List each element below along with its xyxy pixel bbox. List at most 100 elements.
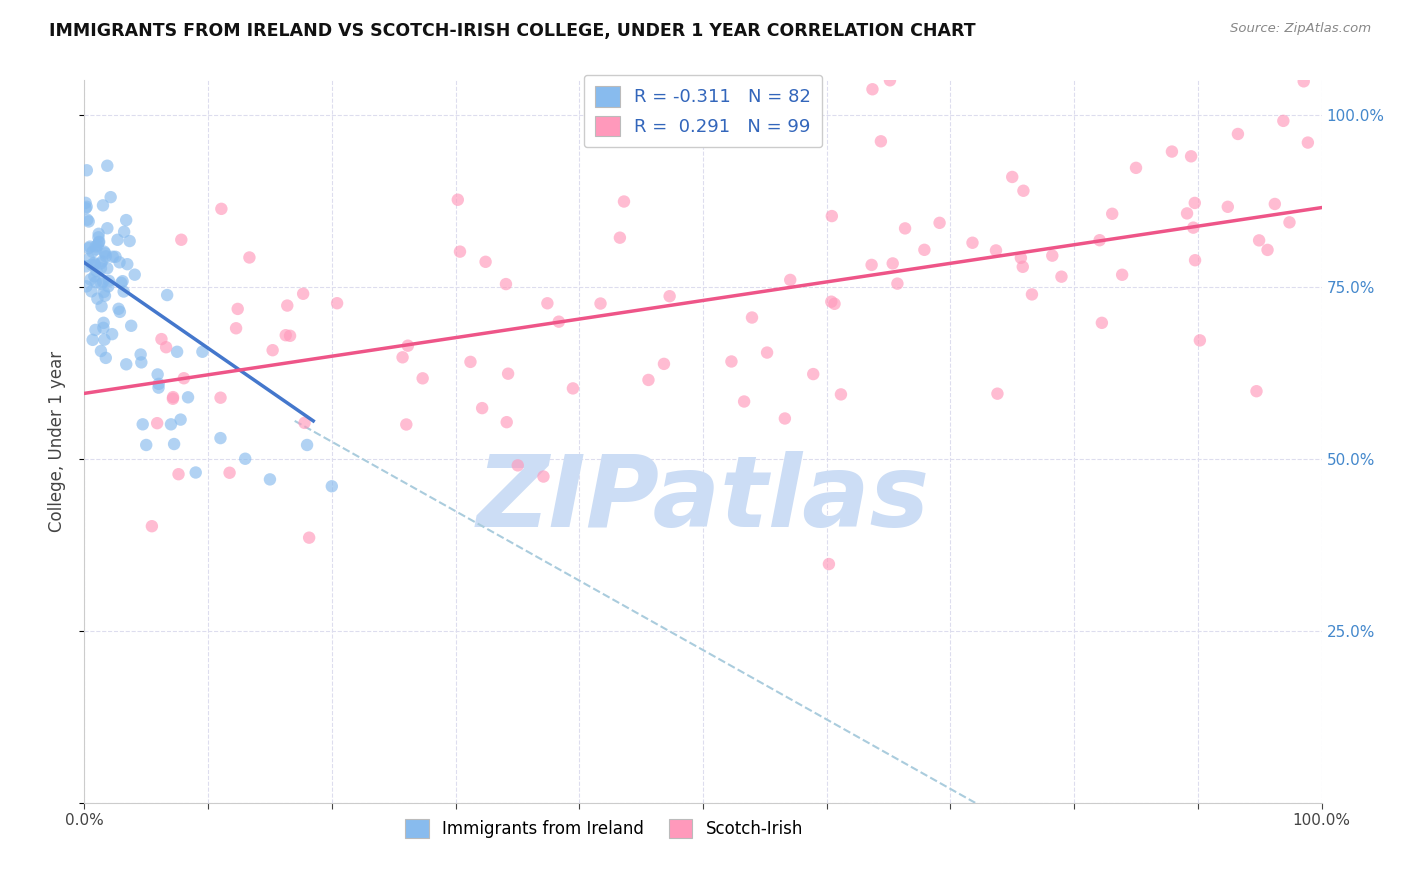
Point — [93, 333, 115, 347]
Point — [882, 256, 904, 270]
Point — [94, 289, 117, 303]
Point — [76, 279, 98, 293]
Point — [238, 251, 260, 265]
Point — [824, 297, 846, 311]
Point — [474, 255, 496, 269]
Point — [1182, 220, 1205, 235]
Point — [1264, 197, 1286, 211]
Point — [150, 332, 173, 346]
Point — [294, 416, 316, 430]
Point — [471, 401, 494, 416]
Point — [77, 214, 100, 228]
Point — [1161, 145, 1184, 159]
Point — [131, 355, 153, 369]
Point — [93, 285, 115, 299]
Point — [1088, 233, 1111, 247]
Point — [391, 351, 413, 365]
Point — [1296, 136, 1319, 150]
Point — [132, 417, 155, 432]
Point — [720, 354, 742, 368]
Point — [107, 301, 129, 316]
Point — [112, 285, 135, 299]
Point — [90, 261, 112, 276]
Point — [86, 292, 108, 306]
Point — [76, 212, 98, 227]
Point — [111, 274, 134, 288]
Point — [1292, 74, 1315, 88]
Point — [262, 343, 284, 358]
Point — [156, 288, 179, 302]
Point — [1001, 169, 1024, 184]
Point — [97, 279, 120, 293]
Point — [96, 261, 118, 276]
Point — [75, 260, 97, 274]
Point — [83, 256, 105, 270]
Point — [1226, 127, 1249, 141]
Point — [821, 209, 844, 223]
Point — [163, 437, 186, 451]
Point — [101, 327, 124, 342]
Point — [209, 431, 232, 445]
Point — [326, 296, 349, 310]
Point — [274, 328, 297, 343]
Point — [321, 479, 343, 493]
Point — [506, 458, 529, 473]
Point — [177, 390, 200, 404]
Point — [561, 381, 583, 395]
Point — [233, 451, 256, 466]
Point — [733, 394, 755, 409]
Point — [1101, 207, 1123, 221]
Point — [84, 243, 107, 257]
Point — [741, 310, 763, 325]
Point — [449, 244, 471, 259]
Point — [225, 321, 247, 335]
Point — [141, 519, 163, 533]
Point — [90, 299, 112, 313]
Point — [120, 318, 142, 333]
Point — [818, 557, 841, 571]
Point — [86, 264, 108, 278]
Point — [100, 190, 122, 204]
Point — [209, 391, 232, 405]
Point — [107, 233, 129, 247]
Point — [90, 277, 112, 291]
Point — [801, 367, 824, 381]
Point — [84, 275, 107, 289]
Point — [1125, 161, 1147, 175]
Point — [108, 305, 131, 319]
Point — [84, 239, 107, 253]
Point — [773, 411, 796, 425]
Point — [298, 531, 321, 545]
Point — [155, 340, 177, 354]
Point — [276, 299, 298, 313]
Point — [962, 235, 984, 250]
Point — [860, 258, 883, 272]
Point — [80, 285, 103, 299]
Point — [292, 286, 315, 301]
Point — [101, 250, 124, 264]
Point — [77, 252, 100, 266]
Point — [395, 417, 418, 432]
Point — [613, 194, 636, 209]
Point — [1188, 334, 1211, 348]
Point — [91, 275, 114, 289]
Point — [652, 357, 675, 371]
Point — [1180, 149, 1202, 163]
Point — [1011, 260, 1033, 274]
Point — [148, 376, 170, 391]
Point — [104, 250, 127, 264]
Point — [115, 213, 138, 227]
Point — [80, 258, 103, 272]
Point — [209, 202, 232, 216]
Point — [90, 344, 112, 359]
Point — [1278, 215, 1301, 229]
Point — [1257, 243, 1279, 257]
Point — [135, 438, 157, 452]
Point — [278, 328, 301, 343]
Point — [97, 274, 120, 288]
Point — [496, 367, 519, 381]
Point — [928, 216, 950, 230]
Point — [226, 301, 249, 316]
Point — [536, 296, 558, 310]
Point — [1012, 184, 1035, 198]
